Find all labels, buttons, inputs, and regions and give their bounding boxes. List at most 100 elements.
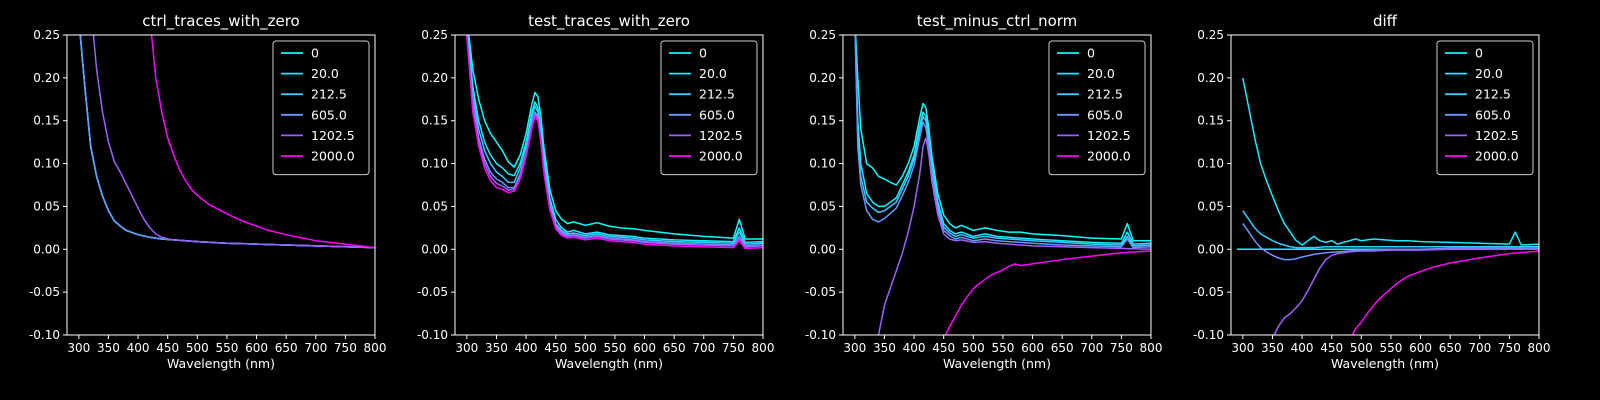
legend: 0 20.0 212.5 605.0 1202.5 2000.0	[660, 40, 758, 176]
legend-entry: 0	[699, 46, 707, 61]
series-line-1202.5	[1273, 248, 1539, 335]
y-tick-label: 0.05	[809, 199, 836, 213]
y-tick-label: -0.05	[1193, 285, 1224, 299]
chart-title: test_minus_ctrl_norm	[917, 12, 1078, 31]
legend: 0 20.0 212.5 605.0 1202.5 2000.0	[272, 40, 370, 176]
y-tick-label: 0.20	[809, 71, 836, 85]
x-tick-label: 500	[574, 341, 597, 355]
legend-entry: 1202.5	[311, 128, 355, 143]
legend-entry: 1202.5	[1087, 128, 1131, 143]
y-tick-label: 0.20	[421, 71, 448, 85]
x-tick-label: 800	[1140, 341, 1163, 355]
chart-panel-3: test_minus_ctrl_norm 300 350 400 450 500 550 60…	[805, 12, 1163, 371]
x-tick-label: 350	[485, 341, 508, 355]
x-tick-label: 300	[455, 341, 478, 355]
series-line-2000.0	[944, 250, 1151, 335]
y-tick-label: 0.15	[1197, 114, 1224, 128]
legend-entry: 2000.0	[311, 149, 355, 164]
x-tick-label: 650	[275, 341, 298, 355]
y-tick-label: -0.10	[417, 328, 448, 342]
y-tick-label: -0.10	[29, 328, 60, 342]
x-tick-label: 600	[633, 341, 656, 355]
x-tick-label: 350	[97, 341, 120, 355]
y-tick-label: 0.10	[421, 157, 448, 171]
legend-entry: 1202.5	[1475, 128, 1519, 143]
x-tick-label: 750	[722, 341, 745, 355]
y-tick-label: -0.05	[805, 285, 836, 299]
chart-title: diff	[1373, 12, 1398, 30]
x-tick-label: 300	[67, 341, 90, 355]
y-tick-label: 0.00	[1197, 242, 1224, 256]
legend-entry: 1202.5	[699, 128, 743, 143]
x-tick-label: 750	[1110, 341, 1133, 355]
x-tick-label: 750	[334, 341, 357, 355]
x-tick-label: 450	[544, 341, 567, 355]
axes-frame	[66, 34, 376, 336]
y-tick-label: 0.00	[33, 242, 60, 256]
legend-entry: 2000.0	[699, 149, 743, 164]
x-tick-label: 550	[603, 341, 626, 355]
x-tick-label: 650	[1439, 341, 1462, 355]
y-tick-label: 0.25	[33, 28, 60, 42]
legend-entry: 212.5	[1087, 87, 1123, 102]
x-tick-label: 800	[1528, 341, 1551, 355]
x-axis-label: Wavelength (nm)	[943, 356, 1051, 371]
legend-entry: 2000.0	[1087, 149, 1131, 164]
x-axis-label: Wavelength (nm)	[555, 356, 663, 371]
y-tick-label: -0.10	[1193, 328, 1224, 342]
x-tick-label: 500	[1350, 341, 1373, 355]
y-tick-label: 0.15	[421, 114, 448, 128]
y-tick-label: 0.05	[33, 199, 60, 213]
x-tick-label: 600	[1409, 341, 1432, 355]
series-line-212.5	[854, 35, 1151, 247]
series-line-0	[468, 35, 763, 240]
legend: 0 20.0 212.5 605.0 1202.5 2000.0	[1436, 40, 1534, 176]
x-tick-label: 700	[304, 341, 327, 355]
series-line-1202.5	[877, 137, 1151, 335]
axes-frame	[842, 34, 1152, 336]
legend-entry: 0	[1087, 46, 1095, 61]
x-tick-label: 800	[364, 341, 387, 355]
legend-entry: 20.0	[1087, 66, 1115, 81]
legend-entry: 212.5	[311, 87, 347, 102]
x-tick-label: 500	[186, 341, 209, 355]
x-tick-label: 400	[515, 341, 538, 355]
y-tick-label: 0.25	[809, 28, 836, 42]
chart-title: test_traces_with_zero	[528, 12, 690, 31]
x-tick-label: 600	[245, 341, 268, 355]
y-tick-label: -0.05	[417, 285, 448, 299]
x-tick-label: 550	[991, 341, 1014, 355]
x-tick-label: 600	[1021, 341, 1044, 355]
legend-entry: 20.0	[699, 66, 727, 81]
x-tick-label: 350	[1261, 341, 1284, 355]
x-tick-label: 700	[1080, 341, 1103, 355]
x-tick-label: 400	[1291, 341, 1314, 355]
x-tick-label: 300	[843, 341, 866, 355]
x-tick-label: 700	[1468, 341, 1491, 355]
series-line-20.0	[1242, 77, 1539, 246]
series-line-0	[854, 35, 1151, 242]
x-tick-label: 300	[1231, 341, 1254, 355]
y-tick-label: 0.15	[33, 114, 60, 128]
legend-entry: 212.5	[699, 87, 735, 102]
legend-entry: 605.0	[311, 107, 347, 122]
y-tick-label: 0.25	[1197, 28, 1224, 42]
legend-entry: 212.5	[1475, 87, 1511, 102]
x-axis-label: Wavelength (nm)	[167, 356, 275, 371]
x-tick-label: 450	[932, 341, 955, 355]
x-tick-label: 400	[127, 341, 150, 355]
y-tick-label: 0.10	[1197, 157, 1224, 171]
legend-entry: 605.0	[1475, 107, 1511, 122]
chart-title: ctrl_traces_with_zero	[142, 12, 299, 31]
legend-entry: 20.0	[1475, 66, 1503, 81]
legend-entry: 0	[311, 46, 319, 61]
y-tick-label: 0.25	[421, 28, 448, 42]
x-tick-label: 450	[1320, 341, 1343, 355]
series-line-2000.0	[150, 35, 375, 249]
x-tick-label: 750	[1498, 341, 1521, 355]
y-tick-label: 0.20	[33, 71, 60, 85]
legend-entry: 605.0	[699, 107, 735, 122]
series-line-2000.0	[1351, 250, 1539, 335]
x-tick-label: 400	[903, 341, 926, 355]
x-tick-label: 450	[156, 341, 179, 355]
